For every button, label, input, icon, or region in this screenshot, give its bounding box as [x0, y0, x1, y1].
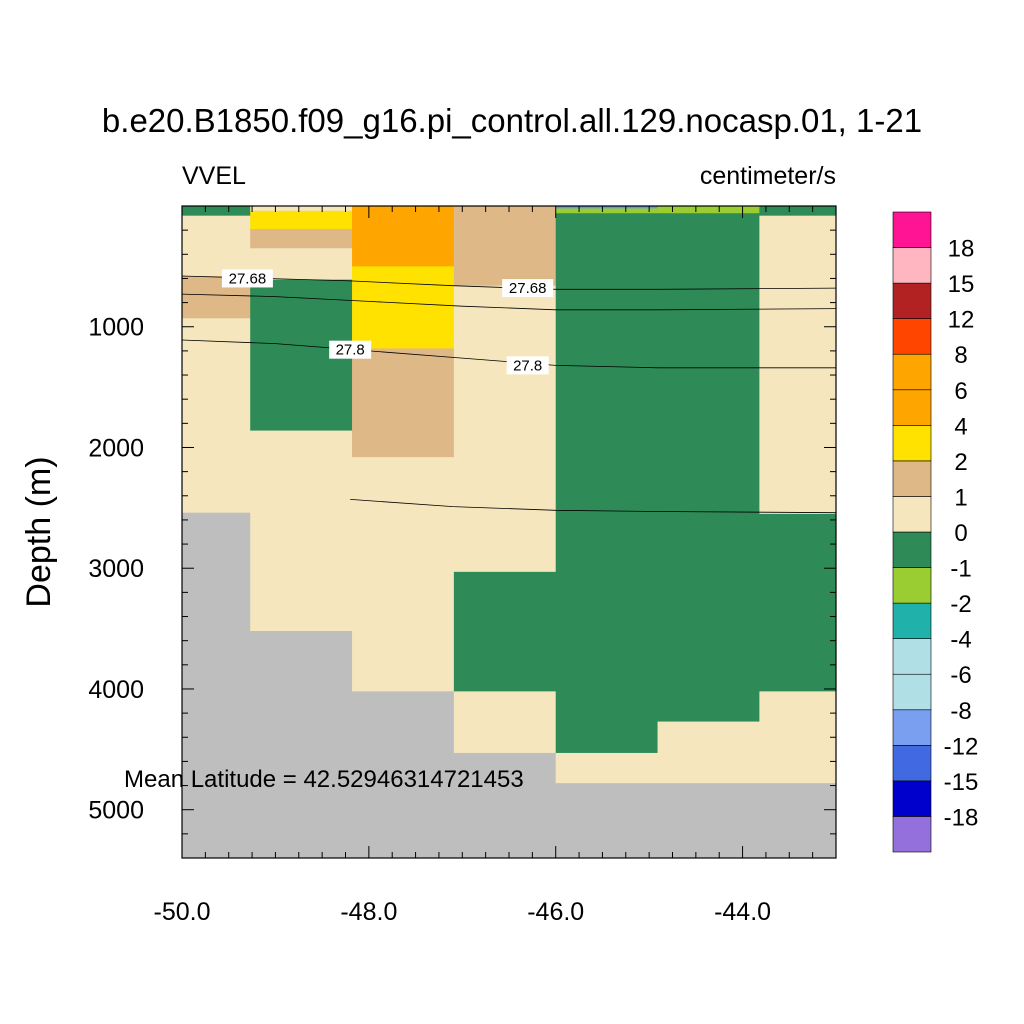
heatmap-cell — [759, 691, 837, 784]
colorbar-label: -12 — [944, 733, 979, 760]
heatmap-cell — [250, 210, 353, 230]
heatmap-cell — [182, 206, 251, 217]
contour-line — [350, 499, 837, 514]
colorbar-swatch — [892, 780, 932, 817]
contour-label-box — [506, 356, 549, 375]
contour-label-box — [502, 279, 554, 298]
colorbar-swatch — [892, 673, 932, 711]
heatmap-cell — [657, 783, 760, 859]
heatmap-cell — [453, 752, 557, 859]
contour-line — [181, 293, 837, 311]
heatmap-cell — [182, 512, 251, 859]
heatmap-cell — [352, 206, 455, 267]
mean-latitude-annotation: Mean Latitude = 42.52946314721453 — [124, 766, 524, 793]
colorbar-label: 6 — [954, 378, 967, 405]
colorbar-label: -15 — [944, 769, 979, 796]
heatmap-cell — [250, 430, 353, 632]
colorbar-label: -4 — [950, 627, 971, 654]
heatmap-cell — [352, 691, 455, 859]
x-tick-label: -44.0 — [714, 898, 771, 926]
contour-label-box — [221, 269, 273, 288]
colorbar-swatch — [892, 282, 932, 319]
y-tick-label: 3000 — [88, 555, 144, 583]
chart-title: b.e20.B1850.f09_g16.pi_control.all.129.n… — [102, 102, 922, 139]
heatmap-cell — [759, 206, 837, 217]
colorbar-swatch — [892, 425, 932, 462]
heatmap-cell — [555, 206, 659, 209]
colorbar-label: 4 — [954, 413, 967, 440]
colorbar-label: -6 — [950, 662, 971, 689]
plot-axes: -50.0 -48.0 -46.0 -44.0 1000 2000 3000 4000 5000 — [88, 205, 837, 926]
y-tick-label: 5000 — [88, 797, 144, 825]
heatmap-cell — [352, 457, 455, 692]
x-tick-label: -48.0 — [340, 898, 397, 926]
heatmap-cell — [352, 266, 455, 349]
colorbar-swatch — [892, 567, 932, 604]
heatmap-cell — [759, 783, 837, 859]
density-contours: 27.68 27.68 27.8 27.8 — [181, 269, 837, 514]
colorbar-swatch — [892, 816, 932, 853]
heatmap-cell — [182, 318, 251, 514]
heatmap-cell — [453, 206, 557, 287]
colorbar-swatch — [892, 211, 932, 248]
contour-label: 27.68 — [509, 280, 547, 297]
contour-label: 27.8 — [336, 342, 365, 359]
contour-label: 27.8 — [513, 357, 542, 374]
heatmap-cell — [250, 228, 353, 249]
colorbar-label: 15 — [948, 271, 975, 298]
colorbar-swatch — [892, 247, 932, 284]
heatmap-cell — [555, 213, 659, 754]
colorbar-swatch — [892, 602, 932, 639]
colorbar-label: -1 — [950, 556, 971, 583]
colorbar-label: -18 — [944, 804, 979, 831]
contour-line — [181, 339, 836, 369]
heatmap-cell — [657, 206, 760, 214]
colorbar-label: 8 — [954, 342, 967, 369]
x-tick-label: -50.0 — [154, 898, 211, 926]
y-tick-label: 4000 — [88, 676, 144, 704]
colorbar-swatch — [892, 460, 932, 497]
colorbar-swatch — [892, 531, 932, 568]
colorbar-label: 1 — [954, 484, 967, 511]
heatmap-cell — [759, 513, 837, 692]
heatmap-cell — [759, 215, 837, 515]
heatmap-cell — [555, 752, 659, 784]
contour-label: 27.68 — [229, 270, 267, 287]
contour-label-box — [329, 340, 372, 359]
colorbar-swatch — [892, 709, 932, 746]
x-tick-label: -46.0 — [527, 898, 584, 926]
y-tick-label: 1000 — [88, 314, 144, 342]
colorbar-label: 2 — [954, 449, 967, 476]
heatmap-cell — [657, 721, 760, 784]
heatmap-cell — [453, 285, 557, 573]
heatmap-cell — [453, 571, 557, 692]
colorbar-label: -2 — [950, 591, 971, 618]
heatmap-cell — [657, 213, 760, 723]
heatmap-cells — [182, 206, 837, 859]
colorbar-swatch — [892, 353, 932, 391]
heatmap-cell — [250, 206, 353, 212]
colorbar-label: -8 — [950, 698, 971, 725]
heatmap-cell — [555, 208, 659, 214]
heatmap-cell — [182, 215, 251, 277]
colorbar-label: 18 — [948, 236, 975, 263]
heatmap-cell — [555, 783, 659, 859]
y-tick-label: 2000 — [88, 434, 144, 462]
heatmap-cell — [352, 348, 455, 458]
heatmap-cell — [250, 631, 353, 859]
heatmap-cell — [453, 691, 557, 754]
units-label: centimeter/s — [700, 162, 836, 190]
colorbar-label: 12 — [948, 307, 975, 334]
colorbar-swatch — [892, 318, 932, 355]
variable-name: VVEL — [182, 162, 246, 190]
colorbar-swatch — [892, 745, 932, 782]
colorbar-swatch — [892, 496, 932, 533]
colorbar-swatch — [892, 638, 932, 675]
y-axis-label: Depth (m) — [20, 456, 58, 607]
colorbar-swatch — [892, 389, 932, 426]
colorbar-label: 0 — [954, 520, 967, 547]
